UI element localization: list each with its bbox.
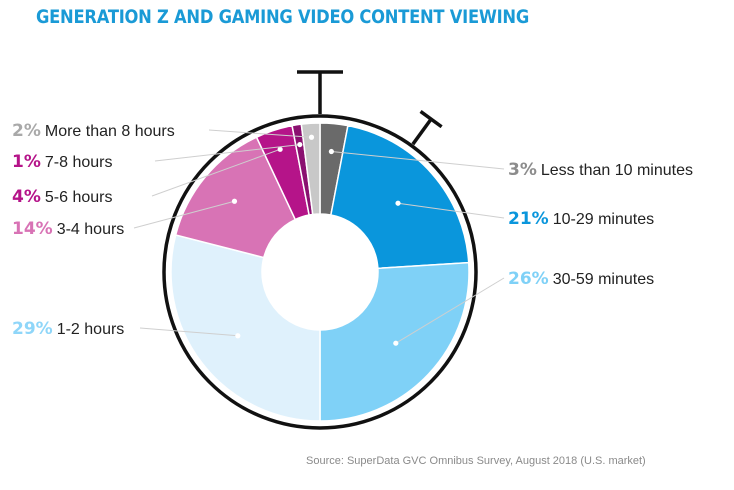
leader-line: [154, 144, 300, 162]
leader-dot: [393, 340, 399, 346]
source-prefix: Source:: [306, 455, 347, 467]
slice-label: 14% 3-4 hours: [12, 219, 124, 239]
source-text: SuperData GVC Omnibus Survey, August 201…: [346, 455, 646, 467]
source-note: Source: SuperData GVC Omnibus Survey, Au…: [306, 455, 646, 467]
leader-dot: [328, 148, 334, 155]
slice-percent: 4%: [12, 187, 41, 207]
slice-percent: 1%: [12, 152, 41, 172]
slice-category: 10-29 minutes: [553, 211, 654, 228]
slice-label: 29% 1-2 hours: [12, 319, 124, 339]
slice-label: 3% Less than 10 minutes: [508, 160, 693, 180]
slice-percent: 21%: [508, 209, 549, 229]
slice-category: Less than 10 minutes: [541, 162, 693, 179]
leader-dot: [308, 134, 315, 140]
slice-label: 4% 5-6 hours: [12, 187, 112, 207]
leader-line: [397, 202, 505, 219]
slice-percent: 2%: [12, 121, 41, 141]
leader-dot: [297, 141, 303, 148]
leader-line: [139, 327, 238, 337]
slice-1-2-hours: [170, 234, 321, 422]
donut-slices: [170, 122, 470, 422]
slice-category: 1-2 hours: [57, 321, 125, 338]
slice-label: 26% 30-59 minutes: [508, 269, 654, 289]
leader-line: [133, 200, 235, 229]
slice-category: 3-4 hours: [57, 221, 125, 238]
leader-line: [208, 129, 312, 138]
leader-dot: [231, 198, 238, 204]
stopwatch-button-cap: [419, 110, 443, 129]
leader-line: [395, 277, 505, 344]
slice-10-29-minutes: [329, 124, 470, 270]
stopwatch-frame: [162, 70, 478, 430]
slice-category: 30-59 minutes: [553, 271, 654, 288]
slice-percent: 3%: [508, 160, 537, 180]
leader-line: [331, 151, 505, 170]
leader-dot: [235, 333, 241, 339]
stopwatch-button-stem: [411, 118, 433, 146]
slice-percent: 14%: [12, 219, 53, 239]
stopwatch-rim: [162, 114, 478, 430]
slice-percent: 26%: [508, 269, 549, 289]
slice-category: More than 8 hours: [45, 123, 175, 140]
leader-line: [151, 148, 281, 197]
slice-category: 7-8 hours: [45, 154, 113, 171]
slice-more-than-8-hours: [300, 122, 321, 216]
slice-label: 1% 7-8 hours: [12, 152, 112, 172]
slice-label: 2% More than 8 hours: [12, 121, 175, 141]
slice-label: 21% 10-29 minutes: [508, 209, 654, 229]
slice-labels: 3% Less than 10 minutes 21% 10-29 minutes 26…: [12, 121, 693, 339]
chart-title: GENERATION Z AND GAMING VIDEO CONTENT VI…: [36, 6, 530, 28]
slice-category: 5-6 hours: [45, 189, 113, 206]
label-leader-lines: [133, 129, 505, 346]
leader-dot: [395, 200, 401, 206]
slice-percent: 29%: [12, 319, 53, 339]
leader-dot: [277, 146, 283, 152]
